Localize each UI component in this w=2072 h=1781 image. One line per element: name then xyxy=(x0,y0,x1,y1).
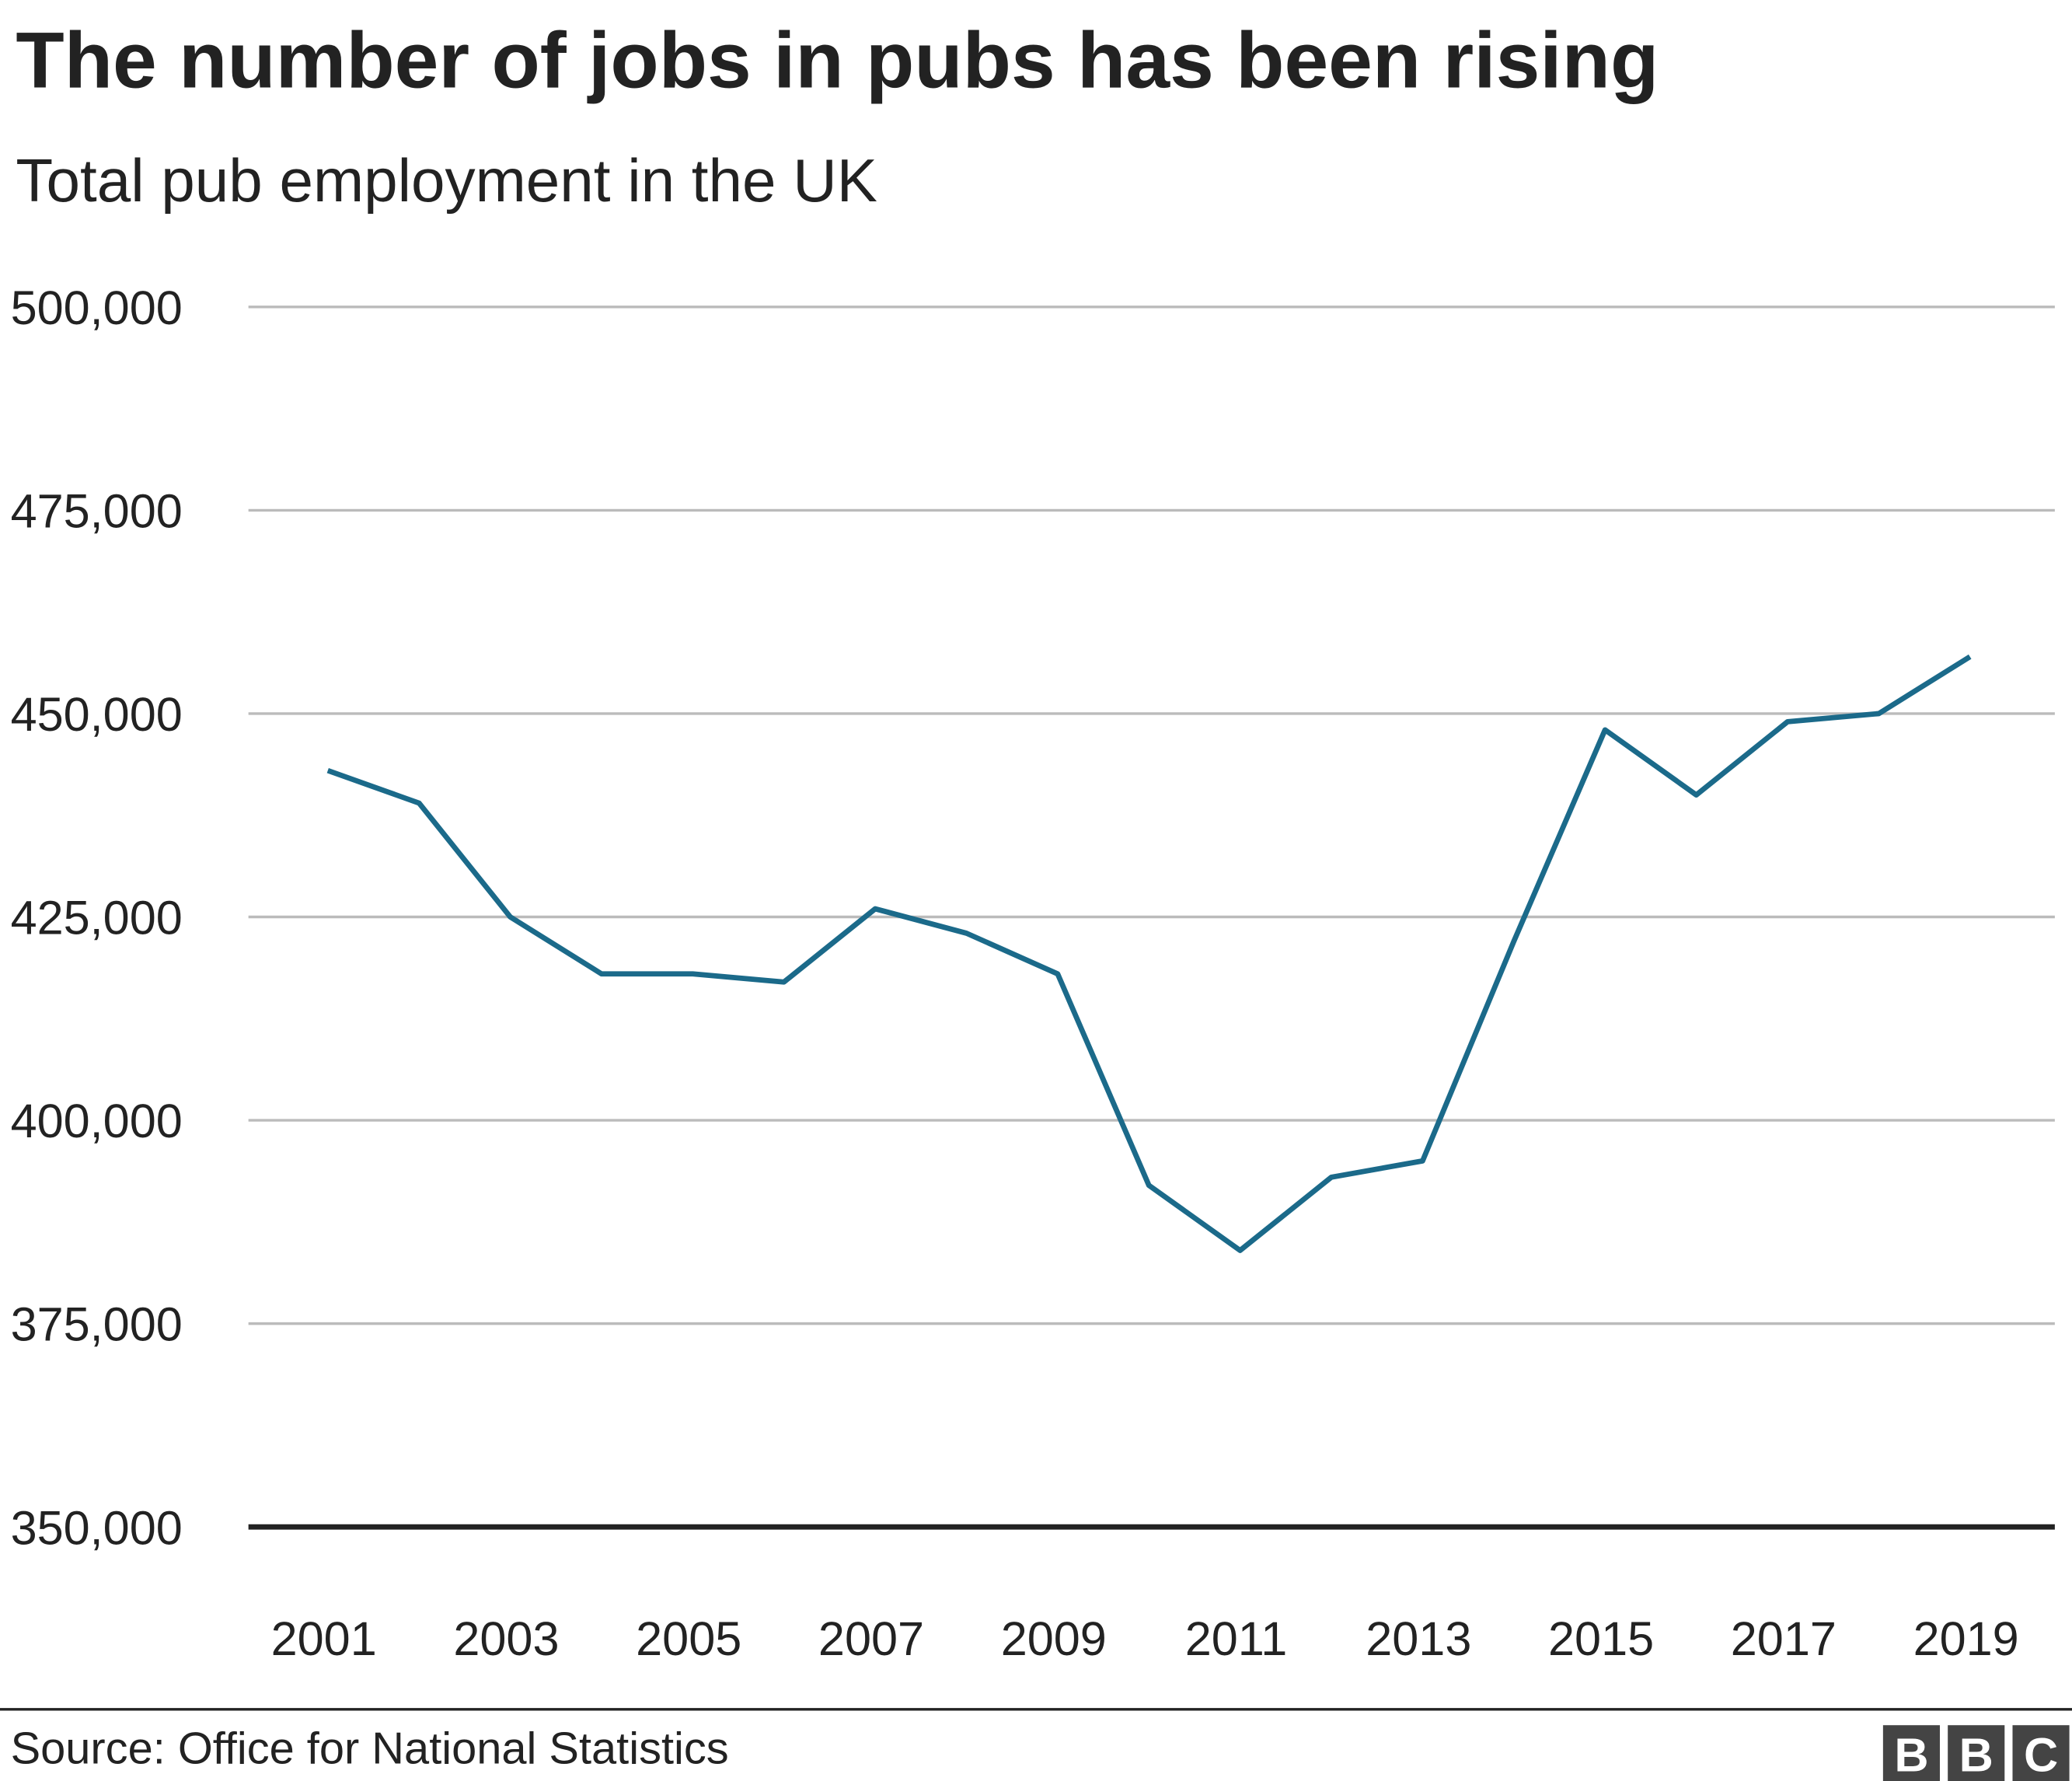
y-tick-label: 450,000 xyxy=(11,688,183,741)
logo-block xyxy=(1948,1725,2005,1781)
x-tick-label: 2007 xyxy=(818,1612,924,1665)
y-tick-label: 400,000 xyxy=(11,1095,183,1147)
logo-block xyxy=(1882,1725,1940,1781)
y-tick-label: 350,000 xyxy=(11,1501,183,1554)
logo-block xyxy=(2012,1725,2070,1781)
x-tick-label: 2013 xyxy=(1366,1612,1471,1665)
source: Source: Office for National Statistics xyxy=(11,1724,729,1774)
x-tick-label: 2015 xyxy=(1548,1612,1654,1665)
logo-letter: B xyxy=(1959,1729,1994,1781)
logo-letter: C xyxy=(2024,1729,2058,1781)
x-tick-label: 2009 xyxy=(1001,1612,1107,1665)
y-tick-label: 500,000 xyxy=(11,281,183,334)
logo-letter: B xyxy=(1894,1729,1928,1781)
x-tick-label: 2005 xyxy=(636,1612,741,1665)
x-tick-label: 2019 xyxy=(1913,1612,2019,1665)
y-tick-label: 475,000 xyxy=(11,484,183,537)
x-tick-label: 2017 xyxy=(1731,1612,1837,1665)
x-tick-label: 2011 xyxy=(1185,1612,1288,1665)
chart-title: The number of jobs in pubs has been risi… xyxy=(16,16,1659,105)
x-tick-label: 2001 xyxy=(271,1612,377,1665)
x-tick-label: 2003 xyxy=(453,1612,559,1665)
y-tick-label: 375,000 xyxy=(11,1298,183,1351)
y-tick-label: 425,000 xyxy=(11,892,183,945)
chart-subtitle: Total pub employment in the UK xyxy=(16,146,877,215)
line xyxy=(326,654,1972,1253)
